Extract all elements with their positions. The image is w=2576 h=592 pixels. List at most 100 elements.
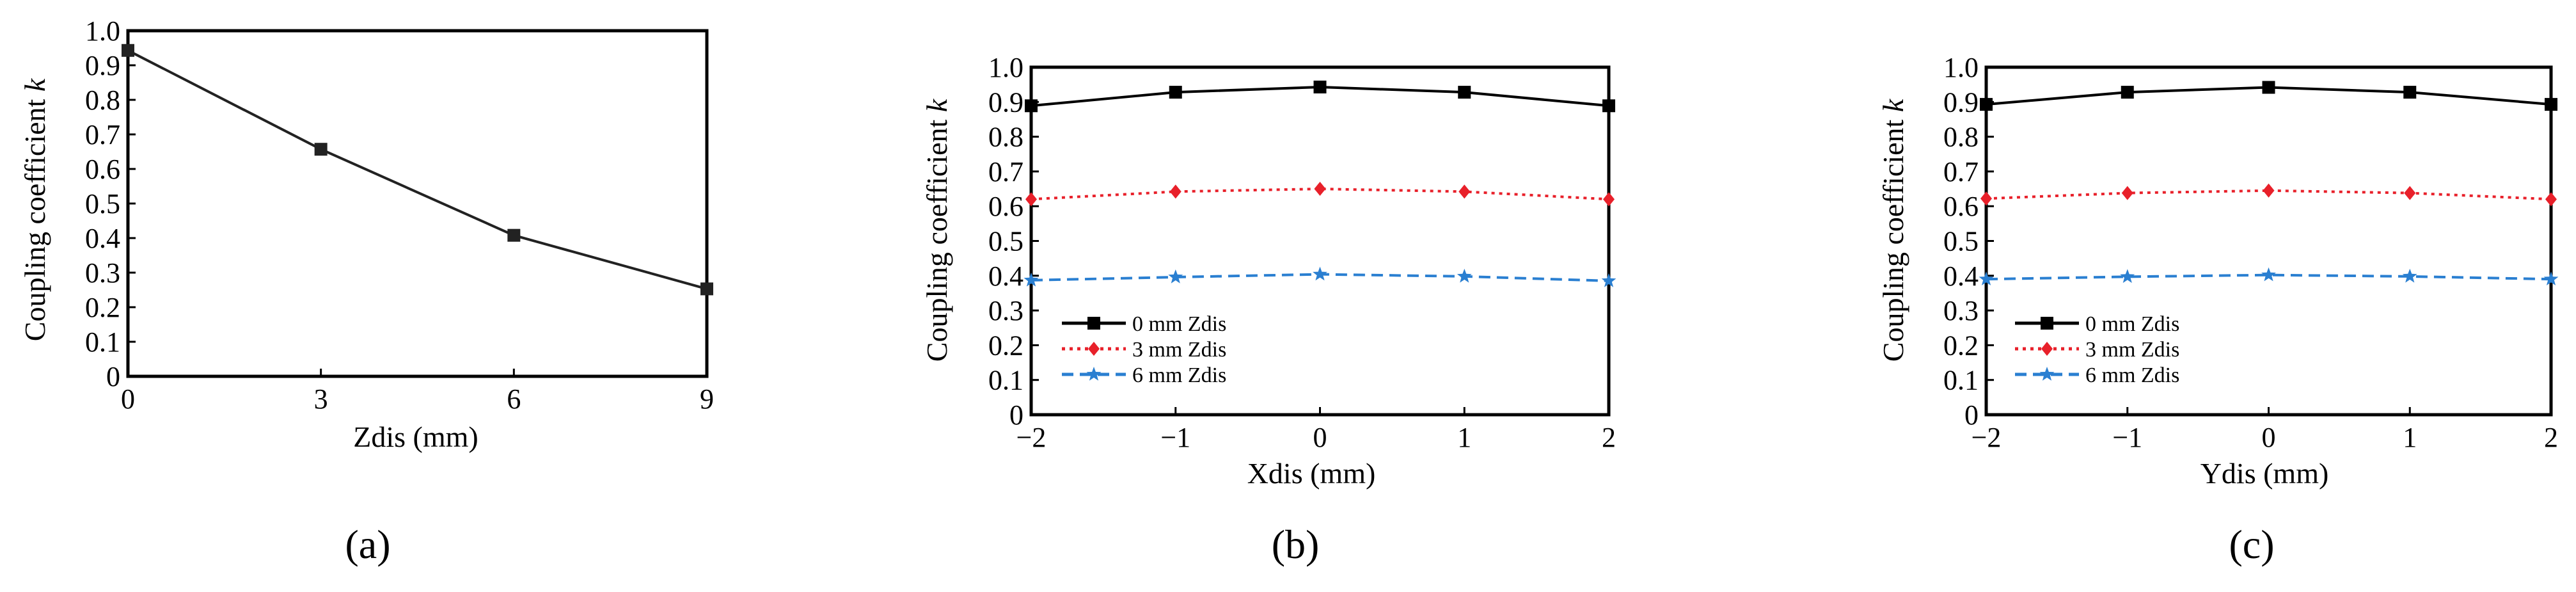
panel-c-y-tick-label: 0.8 bbox=[1943, 122, 1979, 153]
panel-a-x-tick-label: 6 bbox=[507, 383, 521, 415]
panel-b-x-tick-label: 2 bbox=[1602, 422, 1616, 453]
panel-a-y-tick-label: 0.5 bbox=[85, 188, 120, 220]
panel-a-label: (a) bbox=[345, 522, 390, 567]
panel-c-x-tick-label: −1 bbox=[2112, 422, 2142, 453]
panel-a-y-axis-label-main: Coupling coefficient bbox=[19, 92, 51, 341]
panel-b-y-tick-label: 0.1 bbox=[988, 365, 1023, 396]
panel-b-series-1-point bbox=[1025, 192, 1037, 207]
panel-c-series-0-point bbox=[2403, 86, 2417, 99]
panel-a-x-tick-label: 3 bbox=[314, 383, 328, 415]
panel-a-series-0-point bbox=[700, 282, 713, 296]
panel-c-series-2-point bbox=[2120, 269, 2135, 284]
panel-a-series-0-point bbox=[122, 44, 134, 57]
panel-c-y-tick-label: 0.2 bbox=[1943, 330, 1979, 361]
panel-a-y-tick-label: 0.3 bbox=[85, 257, 120, 289]
panel-c-legend-swatch-marker bbox=[2039, 367, 2055, 381]
panel-c-y-tick-label: 0.4 bbox=[1943, 260, 1979, 292]
panel-b-series-2-point bbox=[1168, 269, 1183, 284]
panel-c-x-axis-label: Ydis (mm) bbox=[2201, 457, 2329, 490]
panel-a-y-tick-label: 0.2 bbox=[85, 292, 120, 323]
panel-a-y-tick-label: 0.8 bbox=[85, 84, 120, 116]
panel-b-y-tick-label: 0.5 bbox=[988, 226, 1023, 257]
panel-c-y-tick-label: 1.0 bbox=[1943, 52, 1979, 83]
panel-c-y-tick-label: 0 bbox=[1964, 399, 1979, 431]
panel-a-series-0-point bbox=[507, 228, 521, 242]
panel-c-y-tick-label: 0.1 bbox=[1943, 365, 1979, 396]
panel-a-y-axis-label-var: k bbox=[19, 77, 51, 92]
panel-a-y-tick-label: 0.1 bbox=[85, 326, 120, 358]
panel-b-series-2-point bbox=[1601, 273, 1616, 287]
panel-c-y-tick-label: 0.6 bbox=[1943, 191, 1979, 222]
panel-a-y-tick-label: 0.9 bbox=[85, 50, 120, 81]
panel-c: 00.10.20.30.40.50.60.70.80.91.0−2 −1 0 1 20 … bbox=[1877, 52, 2559, 567]
panel-b-y-tick-label: 0.6 bbox=[988, 191, 1023, 222]
panel-b: 00.10.20.30.40.50.60.70.80.91.0−2 −1 0 1 20 … bbox=[921, 52, 1616, 567]
panel-a-y-tick-label: 0 bbox=[106, 361, 120, 392]
panel-b-y-tick-label: 0.9 bbox=[988, 86, 1023, 118]
panel-b-x-tick-label: −1 bbox=[1160, 422, 1190, 453]
panel-c-series-2-point bbox=[2543, 271, 2559, 285]
panel-c-y-axis-label: Coupling coefficient k bbox=[1877, 98, 1909, 362]
panel-b-legend-entry: 6 mm Zdis bbox=[1132, 364, 1226, 387]
panel-b-y-tick-label: 0.2 bbox=[988, 330, 1023, 361]
panel-c-x-tick-label: 2 bbox=[2544, 422, 2558, 453]
panel-b-series-0-point bbox=[1602, 99, 1615, 113]
panel-c-series-2-point bbox=[1979, 271, 1994, 285]
panel-c-marks: 00.10.20.30.40.50.60.70.80.91.0−2 −1 0 1 20 … bbox=[1943, 52, 2559, 453]
panel-b-series-2-point bbox=[1023, 272, 1039, 287]
panel-b-y-tick-label: 1.0 bbox=[988, 52, 1023, 83]
panel-c-x-tick-label: 1 bbox=[2403, 422, 2417, 453]
panel-c-series-0-point bbox=[2121, 86, 2134, 99]
panel-c-x-tick-label: 0 bbox=[2262, 422, 2276, 453]
panel-b-plot-frame bbox=[1029, 65, 1611, 417]
panel-b-y-tick-label: 0 bbox=[1009, 399, 1023, 431]
panel-b-legend-swatch-marker bbox=[1086, 367, 1102, 381]
panel-c-series-2-point bbox=[2402, 268, 2417, 283]
panel-b-y-axis-label-var: k bbox=[921, 98, 953, 112]
panel-b-legend-entry: 3 mm Zdis bbox=[1132, 338, 1226, 362]
panel-c-series-0-point bbox=[2545, 98, 2557, 111]
panel-a-marks: 00.10.20.30.40.50.6 0.70.80.91.0 0 3 6 9 bbox=[85, 15, 714, 415]
panel-c-legend-entry: 0 mm Zdis bbox=[2085, 312, 2179, 336]
panel-c-label: (c) bbox=[2229, 522, 2274, 567]
panel-b-y-tick-label: 0.3 bbox=[988, 295, 1023, 326]
panel-c-legend-entry: 6 mm Zdis bbox=[2085, 364, 2179, 387]
panel-c-series-1-point bbox=[2545, 192, 2557, 207]
panel-a-y-axis-label: Coupling coefficient k bbox=[19, 77, 51, 341]
panel-a-y-tick-label: 0.6 bbox=[85, 154, 120, 185]
panel-c-legend-swatch-marker bbox=[2041, 317, 2053, 330]
panel-b-legend-swatch-marker bbox=[1088, 342, 1100, 356]
panel-b-x-axis-label: Xdis (mm) bbox=[1247, 457, 1376, 490]
panel-a-y-tick-label: 0.4 bbox=[85, 223, 120, 254]
panel-c-y-tick-label: 0.3 bbox=[1943, 295, 1979, 326]
panel-a-x-tick-label: 9 bbox=[700, 383, 714, 415]
panel-c-series-1-point bbox=[2263, 183, 2275, 198]
panel-c-plot-frame bbox=[1984, 65, 2553, 417]
panel-b-series-1-point bbox=[1603, 192, 1615, 207]
panel-c-series-2-line bbox=[1986, 273, 2552, 281]
panel-c-x-tick-label: −2 bbox=[1972, 422, 2002, 453]
panel-c-series-1-point bbox=[1980, 191, 1992, 206]
panel-b-series-1-point bbox=[1169, 184, 1181, 199]
panel-c-y-tick-label: 0.5 bbox=[1943, 226, 1979, 257]
panel-b-x-tick-label: −2 bbox=[1016, 422, 1047, 453]
panel-b-y-tick-label: 0.8 bbox=[988, 122, 1023, 153]
panel-b-series-0-point bbox=[1313, 80, 1327, 93]
panel-c-series-1-point bbox=[2121, 186, 2133, 200]
panel-c-series-0-point bbox=[2262, 81, 2275, 94]
panel-b-label: (b) bbox=[1272, 522, 1320, 567]
panel-a-plot-frame bbox=[126, 29, 709, 378]
panel-c-y-axis-label-main: Coupling coefficient bbox=[1877, 112, 1909, 362]
panel-b-legend-swatch-marker bbox=[1087, 317, 1100, 330]
panel-b-series-2-point bbox=[1457, 268, 1472, 283]
panel-b-series-2-point bbox=[1313, 266, 1327, 281]
panel-a-x-tick-label: 0 bbox=[121, 383, 135, 415]
panel-c-series-1-point bbox=[2404, 186, 2416, 200]
panel-b-series-1-point bbox=[1314, 182, 1326, 196]
panel-a-series-0-point bbox=[314, 143, 328, 156]
panel-c-y-tick-label: 0.9 bbox=[1943, 86, 1979, 118]
panel-a-y-tick-label: 1.0 bbox=[85, 15, 120, 47]
panel-a-series-0-line bbox=[127, 49, 707, 291]
panel-c-legend-swatch-marker bbox=[2041, 342, 2053, 356]
